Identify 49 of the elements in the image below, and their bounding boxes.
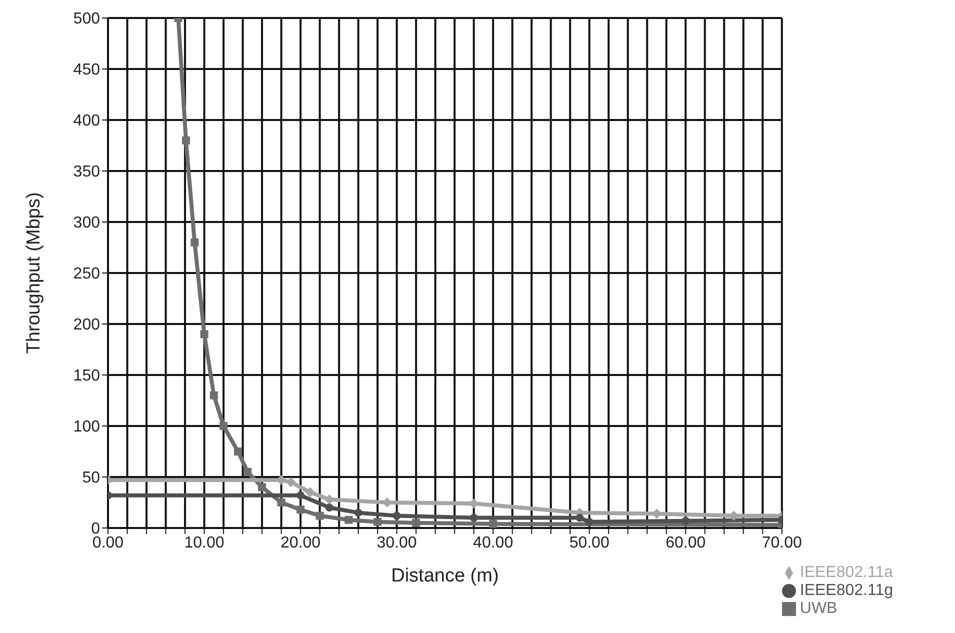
y-axis-title: Throughput (Mbps) <box>24 192 45 354</box>
point <box>316 512 324 520</box>
x-tick-label: 10.00 <box>184 534 224 552</box>
point <box>234 448 242 456</box>
y-tick-label: 400 <box>73 112 100 130</box>
x-tick-label: 0.00 <box>92 534 124 552</box>
x-axis-title: Distance (m) <box>391 565 499 586</box>
legend-label: IEEE802.11a <box>800 564 893 581</box>
point <box>470 514 478 522</box>
point <box>190 238 199 246</box>
point <box>585 518 594 526</box>
point <box>412 518 420 527</box>
x-tick-label: 40.00 <box>473 534 514 552</box>
y-tick-label: 450 <box>73 62 100 79</box>
point <box>220 422 228 430</box>
y-tick-label: 150 <box>73 368 100 385</box>
y-tick-label: 250 <box>73 266 100 283</box>
y-tick-label: 350 <box>73 164 100 181</box>
point <box>296 506 305 514</box>
y-tick-label: 200 <box>73 316 100 334</box>
y-tick-label: 300 <box>73 214 100 232</box>
point <box>277 498 286 506</box>
legend-label: IEEE802.11g <box>800 582 893 599</box>
point <box>182 136 190 144</box>
point <box>344 516 353 524</box>
point <box>200 330 208 338</box>
point <box>682 516 690 525</box>
x-tick-label: 20.00 <box>280 534 321 552</box>
point <box>325 504 334 512</box>
point <box>258 483 266 492</box>
x-tick-label: 70.00 <box>762 534 802 552</box>
x-tick-label: 50.00 <box>569 534 610 552</box>
point <box>374 518 382 526</box>
y-tick-label: 50 <box>82 470 100 487</box>
point <box>210 391 218 400</box>
legend-label: UWB <box>800 600 838 617</box>
point <box>489 520 498 528</box>
point <box>392 512 401 520</box>
point <box>354 508 362 517</box>
point <box>305 487 316 498</box>
point <box>576 514 584 522</box>
point <box>324 494 334 504</box>
point <box>286 477 296 488</box>
point <box>296 491 305 500</box>
x-tick-label: 30.00 <box>376 534 417 552</box>
point <box>244 468 252 476</box>
y-tick-label: 100 <box>73 418 100 436</box>
y-tick-label: 500 <box>73 10 100 28</box>
x-tick-label: 60.00 <box>666 534 706 552</box>
